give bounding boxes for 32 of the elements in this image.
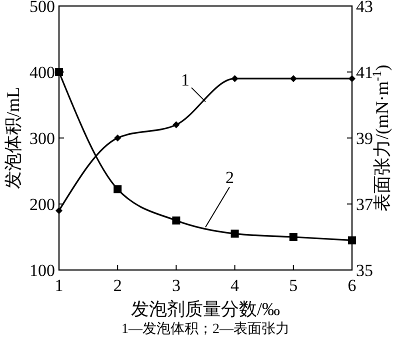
text: 2 bbox=[226, 168, 234, 188]
y2-tick-label: 39 bbox=[356, 129, 373, 148]
y-tick-label: 200 bbox=[30, 195, 55, 214]
x-tick-label: 6 bbox=[348, 276, 356, 295]
point bbox=[231, 75, 238, 82]
y2-tick-label: 35 bbox=[356, 261, 373, 280]
x-tick-label: 2 bbox=[113, 276, 122, 295]
point bbox=[172, 216, 180, 224]
x-tick-label: 1 bbox=[54, 276, 64, 295]
y-axis-title: 发泡体积/mL bbox=[3, 87, 23, 189]
y-tick-label: 300 bbox=[30, 129, 55, 148]
x-tick-label: 5 bbox=[289, 276, 298, 295]
point bbox=[289, 233, 298, 241]
point bbox=[114, 134, 122, 142]
point bbox=[114, 185, 122, 194]
x-tick-label: 4 bbox=[230, 276, 240, 295]
x-tick-label: 3 bbox=[172, 276, 180, 295]
point bbox=[230, 230, 239, 238]
y-tick-label: 500 bbox=[30, 0, 55, 16]
text: 1—发泡体积；2—表面张力 bbox=[122, 321, 290, 337]
point bbox=[56, 207, 62, 214]
y2-tick-label: 41 bbox=[356, 63, 373, 82]
point bbox=[290, 75, 297, 82]
x-axis-title: 发泡剂质量分数/‰ bbox=[130, 299, 280, 319]
y2-tick-label: 37 bbox=[356, 195, 374, 214]
y-tick-label: 400 bbox=[30, 63, 55, 82]
y2-tick-label: 43 bbox=[356, 0, 373, 16]
point bbox=[348, 75, 356, 82]
point bbox=[172, 121, 180, 128]
series-label: 1 bbox=[181, 70, 190, 90]
point bbox=[348, 236, 356, 244]
y-tick-label: 100 bbox=[30, 261, 55, 280]
